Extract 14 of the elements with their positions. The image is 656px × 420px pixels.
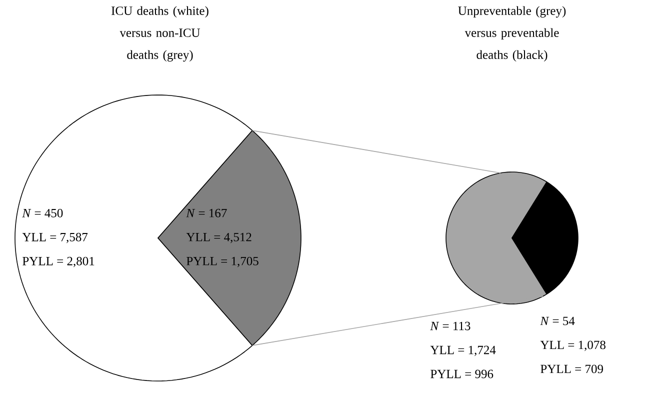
text: YLL = 1,724 (430, 346, 496, 356)
data-label: N = 167 (186, 208, 227, 218)
text: YLL = 1,078 (540, 340, 606, 351)
text: YLL = 7,587 (22, 232, 88, 244)
text: PYLL = 709 (540, 364, 603, 374)
data-label: N = 450 (22, 208, 63, 218)
data-label: N = 54 (540, 316, 575, 326)
text: YLL = 4,512 (186, 232, 252, 244)
text: PYLL = 1,705 (186, 256, 258, 268)
chart-title: ICU deaths (white) versus non-ICU deaths (grey) (112, 6, 208, 62)
data-label: N = 113 (430, 322, 470, 330)
chart-title: Unpreventable (grey) versus preventable deaths (black) (458, 6, 566, 62)
text: PYLL = 2,801 (22, 256, 94, 268)
text: PYLL = 996 (430, 370, 494, 378)
